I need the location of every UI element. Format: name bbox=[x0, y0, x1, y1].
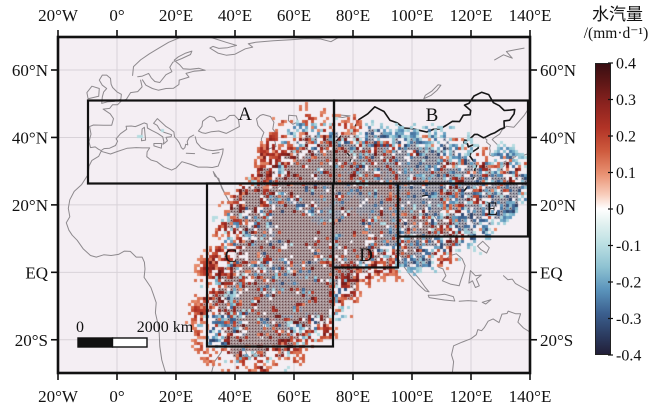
lon-tick-label-bottom: 0° bbox=[109, 387, 124, 406]
lon-tick-label-top: 140°E bbox=[509, 6, 552, 25]
lat-tick-label-right: 20°N bbox=[540, 196, 576, 215]
region-label-e: E bbox=[486, 199, 498, 220]
colorbar-tick-label: 0.2 bbox=[616, 129, 636, 146]
lon-tick-label-bottom: 20°W bbox=[38, 387, 79, 406]
lat-tick-label-left: 40°N bbox=[12, 128, 48, 147]
lon-tick-label-top: 40°E bbox=[218, 6, 252, 25]
lon-tick-label-bottom: 40°E bbox=[218, 387, 252, 406]
lat-tick-label-right: 20°S bbox=[540, 331, 573, 350]
region-label-d: D bbox=[359, 245, 373, 266]
lon-tick-label-bottom: 120°E bbox=[450, 387, 493, 406]
lat-tick-label-right: 60°N bbox=[540, 61, 576, 80]
scale-bar-distance-label: 2000 km bbox=[137, 319, 194, 336]
colorbar-units: /(mm·d⁻¹) bbox=[583, 25, 649, 42]
lon-tick-label-bottom: 100°E bbox=[391, 387, 434, 406]
scale-bar-zero-label: 0 bbox=[76, 319, 84, 336]
lat-tick-label-left: EQ bbox=[25, 263, 48, 282]
colorbar-tick-label: -0.3 bbox=[616, 311, 641, 328]
lat-tick-label-left: 20°N bbox=[12, 196, 48, 215]
region-label-b: B bbox=[426, 105, 439, 126]
lon-tick-label-top: 20°E bbox=[159, 6, 193, 25]
colorbar-tick-label: -0.4 bbox=[616, 348, 641, 365]
lon-tick-label-top: 120°E bbox=[450, 6, 493, 25]
region-label-c: C bbox=[225, 246, 238, 267]
lat-tick-label-left: 60°N bbox=[12, 61, 48, 80]
lon-tick-label-top: 80°E bbox=[336, 6, 370, 25]
lon-tick-label-bottom: 140°E bbox=[509, 387, 552, 406]
lon-tick-label-top: 0° bbox=[109, 6, 124, 25]
colorbar-tick-label: 0.3 bbox=[616, 92, 636, 109]
region-box-e bbox=[396, 182, 530, 238]
colorbar-tick-label: -0.1 bbox=[616, 238, 641, 255]
lon-tick-label-bottom: 20°E bbox=[159, 387, 193, 406]
colorbar-tick-label: 0 bbox=[616, 202, 624, 219]
lat-tick-label-left: 20°S bbox=[15, 331, 48, 350]
lat-tick-label-right: EQ bbox=[540, 263, 563, 282]
lon-tick-label-top: 60°E bbox=[277, 6, 311, 25]
lon-tick-label-bottom: 80°E bbox=[336, 387, 370, 406]
lon-tick-label-top: 100°E bbox=[391, 6, 434, 25]
colorbar-tick-label: 0.4 bbox=[616, 56, 636, 73]
lon-tick-label-top: 20°W bbox=[38, 6, 79, 25]
lat-tick-label-right: 40°N bbox=[540, 128, 576, 147]
region-label-a: A bbox=[238, 104, 252, 125]
lon-tick-label-bottom: 60°E bbox=[277, 387, 311, 406]
colorbar-title: 水汽量 bbox=[592, 5, 643, 24]
colorbar-tick-label: 0.1 bbox=[616, 165, 636, 182]
scale-bar-empty-segment bbox=[111, 337, 148, 348]
colorbar-tick-label: -0.2 bbox=[616, 275, 641, 292]
